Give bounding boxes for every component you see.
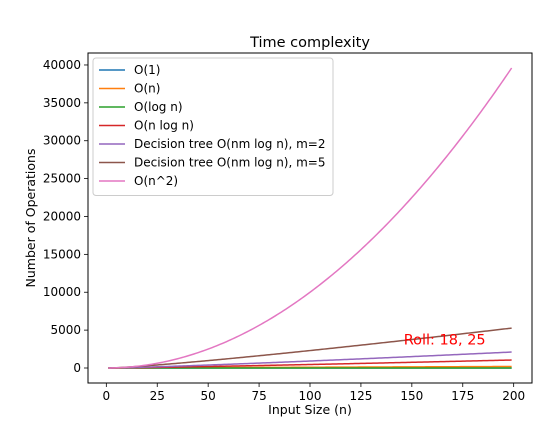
x-tick-label-8: 200 xyxy=(502,389,525,403)
legend-label-0: O(1) xyxy=(134,63,160,77)
x-tick-label-3: 75 xyxy=(251,389,266,403)
x-tick-label-1: 25 xyxy=(150,389,165,403)
x-tick-label-5: 125 xyxy=(349,389,372,403)
y-tick-label-2: 10000 xyxy=(43,285,81,299)
y-axis-label: Number of Operations xyxy=(23,149,38,288)
legend: O(1) O(n) O(log n) O(n log n) Decision tree … xyxy=(93,58,333,196)
legend-box xyxy=(93,58,333,196)
x-tick-label-6: 150 xyxy=(400,389,423,403)
roll-annotation: Roll: 18, 25 xyxy=(404,333,486,349)
x-tick-label-4: 100 xyxy=(299,389,322,403)
legend-label-4: Decision tree O(nm log n), m=2 xyxy=(134,137,326,151)
y-tick-label-8: 40000 xyxy=(43,58,81,72)
y-tick-label-5: 25000 xyxy=(43,172,81,186)
x-tick-label-2: 50 xyxy=(201,389,216,403)
y-axis: 0 5000 10000 15000 20000 25000 30000 35000 40000 xyxy=(43,58,88,375)
legend-label-2: O(log n) xyxy=(134,100,183,114)
legend-label-5: Decision tree O(nm log n), m=5 xyxy=(134,156,326,170)
legend-label-1: O(n) xyxy=(134,82,160,96)
x-tick-label-7: 175 xyxy=(451,389,474,403)
series-line-4 xyxy=(108,352,511,368)
y-tick-label-1: 5000 xyxy=(50,323,81,337)
x-axis: 0 25 50 75 100 125 150 175 200 xyxy=(103,383,526,403)
x-axis-label: Input Size (n) xyxy=(268,402,352,417)
chart-title: Time complexity xyxy=(249,35,370,51)
legend-label-3: O(n log n) xyxy=(134,119,194,133)
y-tick-label-4: 20000 xyxy=(43,209,81,223)
y-tick-label-3: 15000 xyxy=(43,247,81,261)
y-tick-label-7: 35000 xyxy=(43,96,81,110)
y-tick-label-6: 30000 xyxy=(43,134,81,148)
x-tick-label-0: 0 xyxy=(103,389,111,403)
y-tick-label-0: 0 xyxy=(73,361,81,375)
legend-label-6: O(n^2) xyxy=(134,174,178,188)
